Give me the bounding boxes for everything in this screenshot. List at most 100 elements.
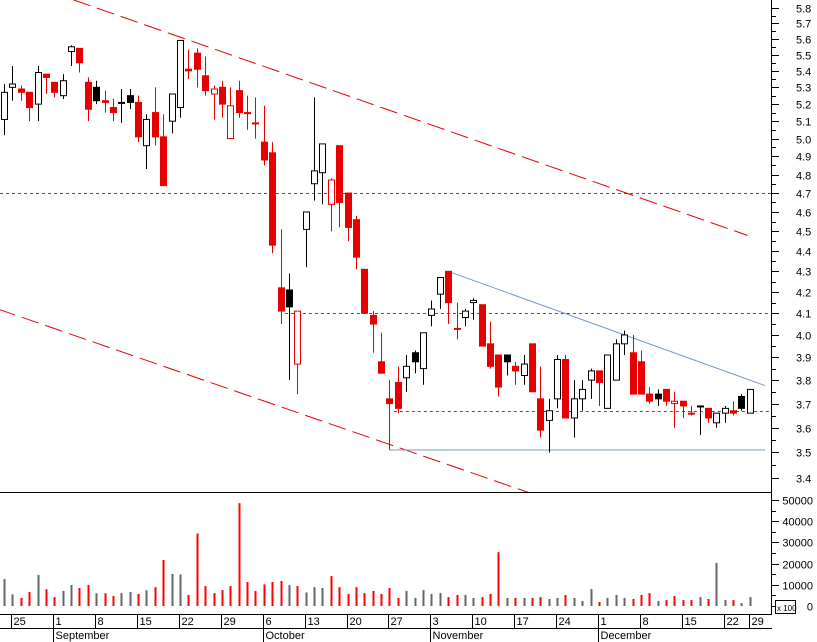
candle-body <box>521 363 528 376</box>
volume-bar <box>330 576 333 606</box>
volume-bar <box>749 597 752 606</box>
candle-body <box>445 270 452 304</box>
volume-bar <box>665 600 668 606</box>
candle-body <box>1 91 8 120</box>
volume-bar <box>715 562 718 606</box>
candle-body <box>85 81 92 110</box>
volume-bar <box>606 597 609 606</box>
candle-body <box>462 310 469 319</box>
volume-bar <box>179 574 182 606</box>
candle-body <box>361 268 368 314</box>
volume-bar <box>581 600 584 606</box>
price-tick-label: 4.4 <box>796 247 811 259</box>
price-tick-label: 5.6 <box>796 35 811 47</box>
volume-bar <box>707 599 710 606</box>
volume-bar <box>296 586 299 606</box>
candle-body <box>588 370 595 381</box>
volume-bar <box>145 590 148 606</box>
volume-bar <box>45 589 48 606</box>
candle-body <box>512 365 519 372</box>
volume-bar <box>129 592 132 606</box>
candle-body <box>537 398 544 431</box>
price-tick-label: 4.3 <box>796 267 811 279</box>
candle-body <box>43 73 50 78</box>
volume-bar <box>338 587 341 606</box>
volume-bar <box>246 582 249 606</box>
candle-body <box>76 47 83 64</box>
date-tick-label: 29 <box>224 616 236 628</box>
candle-body <box>428 308 435 316</box>
candle-body <box>345 192 352 228</box>
price-tick-label: 5.2 <box>796 100 811 112</box>
candle-body <box>93 86 100 102</box>
volume-bar <box>3 579 6 606</box>
volume-bar <box>489 593 492 606</box>
volume-bar <box>120 593 123 606</box>
candle-body <box>412 352 419 363</box>
candle-body <box>403 365 410 379</box>
candle-body <box>504 354 511 363</box>
axes <box>0 0 772 629</box>
volume-bar <box>456 594 459 606</box>
volume-bar <box>632 599 635 606</box>
volume-bar <box>87 585 90 606</box>
date-tick-label: 17 <box>517 616 529 628</box>
candle-body <box>185 68 192 72</box>
candle-body <box>118 101 125 104</box>
volume-bar <box>62 590 65 606</box>
candle-body <box>579 388 586 400</box>
price-tick-label: 3.8 <box>796 376 811 388</box>
candle-body <box>495 354 502 388</box>
price-tick-label: 4.1 <box>796 309 811 321</box>
upper-channel-line <box>73 0 748 236</box>
price-tick-label: 5.7 <box>796 19 811 31</box>
volume-bar <box>531 597 534 606</box>
date-tick-label: 25 <box>14 616 26 628</box>
volume-bar <box>598 601 601 606</box>
volume-tick-label: 20000 <box>782 560 813 572</box>
price-tick-label: 3.5 <box>796 448 811 460</box>
candle-body <box>554 359 561 400</box>
price-tick-label: 5.1 <box>796 117 811 129</box>
volume-bar <box>724 600 727 606</box>
candle-body <box>420 332 427 370</box>
date-tick-label: 1 <box>601 616 607 628</box>
price-tick-label: 3.6 <box>796 424 811 436</box>
volume-tick-label: 40000 <box>782 517 813 529</box>
volume-bar <box>523 597 526 606</box>
candle-body <box>51 81 58 93</box>
date-tick-label: 3 <box>433 616 439 628</box>
price-tick-label: 5.0 <box>796 135 811 147</box>
volume-bar <box>321 587 324 606</box>
candles <box>1 39 754 453</box>
candle-body <box>110 106 117 114</box>
lower-channel-line <box>0 309 529 492</box>
volume-bar <box>380 593 383 606</box>
candle-body <box>177 39 184 108</box>
volume-bar <box>472 597 475 606</box>
date-tick-label: 22 <box>182 616 194 628</box>
volume-bar <box>112 596 115 606</box>
volume-bar <box>355 587 358 606</box>
month-label: November <box>433 630 484 642</box>
candle-body <box>135 101 142 138</box>
volume-bar <box>430 593 433 606</box>
price-tick-label: 4.7 <box>796 189 811 201</box>
candle-body <box>26 91 33 108</box>
date-tick-label: 24 <box>559 616 571 628</box>
candle-body <box>378 361 385 374</box>
volume-bar <box>732 600 735 606</box>
volume-bar <box>497 552 500 606</box>
candle-body <box>730 410 737 414</box>
volume-bar <box>573 597 576 606</box>
volume-bar <box>372 590 375 606</box>
candle-body <box>336 145 343 203</box>
candle-body <box>102 100 109 103</box>
volume-bar <box>280 580 283 606</box>
price-tick-label: 4.2 <box>796 288 811 300</box>
volume-bar <box>263 584 266 606</box>
price-tick-label: 4.0 <box>796 331 811 343</box>
volume-bar <box>548 599 551 606</box>
date-tick-label: 13 <box>308 616 320 628</box>
candle-body <box>236 90 243 114</box>
